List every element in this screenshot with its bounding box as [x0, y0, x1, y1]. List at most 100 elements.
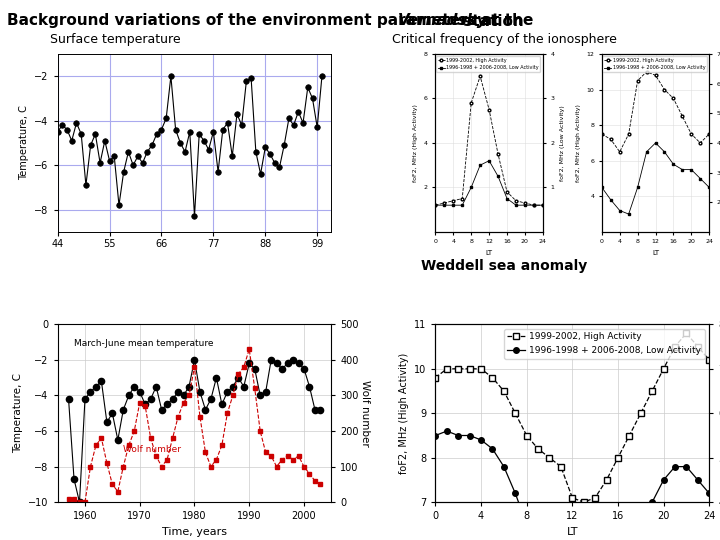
1999-2002, High Activity: [696, 140, 705, 146]
Line: 1996-1998 + 2006-2008, Low Activity: 1996-1998 + 2006-2008, Low Activity: [434, 159, 544, 207]
Legend: 1999-2002, High Activity, 1996-1998 + 2006-2008, Low Activity: 1999-2002, High Activity, 1996-1998 + 20…: [603, 57, 707, 72]
1999-2002, High Activity: [669, 95, 678, 102]
1999-2002, High Activity: [682, 330, 690, 336]
1999-2002, High Activity: [458, 195, 467, 202]
1999-2002, High Activity: [440, 200, 449, 206]
1996-1998 + 2006-2008, Low Activity: [521, 202, 529, 208]
1999-2002, High Activity: [651, 72, 660, 79]
1999-2002, High Activity: [503, 188, 511, 195]
1999-2002, High Activity: [443, 366, 451, 372]
Y-axis label: foF2, MHz (Low Activity): foF2, MHz (Low Activity): [560, 105, 565, 181]
Y-axis label: foF2, MHz (High Activity): foF2, MHz (High Activity): [399, 353, 408, 474]
1999-2002, High Activity: [602, 477, 611, 483]
1996-1998 + 2006-2008, Low Activity: [431, 432, 440, 438]
X-axis label: LT: LT: [567, 527, 578, 537]
1996-1998 + 2006-2008, Low Activity: [443, 428, 451, 434]
1999-2002, High Activity: [511, 410, 520, 416]
1996-1998 + 2006-2008, Low Activity: [431, 202, 440, 208]
1996-1998 + 2006-2008, Low Activity: [682, 463, 690, 470]
1999-2002, High Activity: [606, 136, 615, 143]
1999-2002, High Activity: [529, 202, 538, 208]
1999-2002, High Activity: [545, 455, 554, 461]
1999-2002, High Activity: [488, 374, 497, 381]
1999-2002, High Activity: [477, 366, 485, 372]
X-axis label: Time, years: Time, years: [162, 527, 227, 537]
1996-1998 + 2006-2008, Low Activity: [539, 202, 547, 208]
1996-1998 + 2006-2008, Low Activity: [642, 148, 651, 155]
1996-1998 + 2006-2008, Low Activity: [458, 202, 467, 208]
Text: Critical frequency of the ionosphere: Critical frequency of the ionosphere: [392, 33, 616, 46]
Line: 1996-1998 + 2006-2008, Low Activity: 1996-1998 + 2006-2008, Low Activity: [600, 141, 711, 215]
1999-2002, High Activity: [467, 100, 475, 106]
1999-2002, High Activity: [557, 463, 565, 470]
1996-1998 + 2006-2008, Low Activity: [670, 463, 679, 470]
1999-2002, High Activity: [660, 366, 668, 372]
1999-2002, High Activity: [431, 202, 440, 208]
Line: 1999-2002, High Activity: 1999-2002, High Activity: [600, 70, 711, 153]
Text: Weddell sea anomaly: Weddell sea anomaly: [421, 259, 587, 273]
1996-1998 + 2006-2008, Low Activity: [648, 499, 657, 505]
Y-axis label: foF2, MHz (High Activity): foF2, MHz (High Activity): [413, 104, 418, 182]
1996-1998 + 2006-2008, Low Activity: [669, 161, 678, 167]
1996-1998 + 2006-2008, Low Activity: [624, 211, 633, 217]
Text: Surface temperature: Surface temperature: [50, 33, 181, 46]
1999-2002, High Activity: [705, 357, 714, 363]
1996-1998 + 2006-2008, Low Activity: [651, 140, 660, 146]
1996-1998 + 2006-2008, Low Activity: [696, 176, 705, 182]
1999-2002, High Activity: [636, 410, 645, 416]
1999-2002, High Activity: [625, 432, 634, 438]
1999-2002, High Activity: [431, 374, 440, 381]
1999-2002, High Activity: [660, 86, 669, 93]
1999-2002, High Activity: [449, 198, 458, 204]
1999-2002, High Activity: [598, 131, 606, 137]
1999-2002, High Activity: [616, 148, 624, 155]
1996-1998 + 2006-2008, Low Activity: [503, 195, 511, 202]
1996-1998 + 2006-2008, Low Activity: [634, 184, 642, 191]
1999-2002, High Activity: [485, 106, 493, 113]
1999-2002, High Activity: [642, 69, 651, 75]
Y-axis label: Wolf number: Wolf number: [360, 380, 370, 447]
1996-1998 + 2006-2008, Low Activity: [494, 173, 503, 179]
1999-2002, High Activity: [693, 343, 702, 350]
1999-2002, High Activity: [613, 455, 622, 461]
Y-axis label: Temperature, C: Temperature, C: [19, 105, 29, 180]
1996-1998 + 2006-2008, Low Activity: [476, 162, 485, 168]
1996-1998 + 2006-2008, Low Activity: [485, 158, 493, 164]
1999-2002, High Activity: [521, 200, 529, 206]
1996-1998 + 2006-2008, Low Activity: [440, 202, 449, 208]
1996-1998 + 2006-2008, Low Activity: [465, 432, 474, 438]
1999-2002, High Activity: [568, 495, 577, 501]
X-axis label: LT: LT: [652, 250, 659, 256]
1996-1998 + 2006-2008, Low Activity: [511, 490, 520, 497]
1996-1998 + 2006-2008, Low Activity: [606, 197, 615, 203]
1996-1998 + 2006-2008, Low Activity: [529, 202, 538, 208]
1996-1998 + 2006-2008, Low Activity: [693, 477, 702, 483]
Legend: 1999-2002, High Activity, 1996-1998 + 2006-2008, Low Activity: 1999-2002, High Activity, 1996-1998 + 20…: [436, 57, 540, 72]
1996-1998 + 2006-2008, Low Activity: [467, 184, 475, 191]
1996-1998 + 2006-2008, Low Activity: [705, 184, 714, 191]
Text: Vernadsky: Vernadsky: [398, 14, 487, 29]
Y-axis label: foF2, MHz (High Activity): foF2, MHz (High Activity): [576, 104, 581, 182]
X-axis label: LT: LT: [485, 250, 492, 256]
1996-1998 + 2006-2008, Low Activity: [660, 477, 668, 483]
1996-1998 + 2006-2008, Low Activity: [687, 166, 696, 173]
1996-1998 + 2006-2008, Low Activity: [616, 207, 624, 214]
Y-axis label: Temperature, C: Temperature, C: [13, 373, 22, 453]
Legend: 1999-2002, High Activity, 1996-1998 + 2006-2008, Low Activity: 1999-2002, High Activity, 1996-1998 + 20…: [504, 329, 705, 359]
1996-1998 + 2006-2008, Low Activity: [678, 166, 687, 173]
1999-2002, High Activity: [624, 131, 633, 137]
1999-2002, High Activity: [500, 388, 508, 394]
1996-1998 + 2006-2008, Low Activity: [454, 432, 462, 438]
1999-2002, High Activity: [580, 499, 588, 505]
1996-1998 + 2006-2008, Low Activity: [636, 521, 645, 528]
Line: 1999-2002, High Activity: 1999-2002, High Activity: [434, 75, 544, 207]
1999-2002, High Activity: [494, 151, 503, 157]
1999-2002, High Activity: [634, 77, 642, 84]
Text: Background variations of the environment parameters at the: Background variations of the environment…: [7, 14, 539, 29]
1999-2002, High Activity: [512, 198, 521, 204]
1996-1998 + 2006-2008, Low Activity: [705, 490, 714, 497]
Line: 1999-2002, High Activity: 1999-2002, High Activity: [433, 330, 712, 505]
1999-2002, High Activity: [678, 113, 687, 119]
1996-1998 + 2006-2008, Low Activity: [500, 463, 508, 470]
1999-2002, High Activity: [705, 131, 714, 137]
